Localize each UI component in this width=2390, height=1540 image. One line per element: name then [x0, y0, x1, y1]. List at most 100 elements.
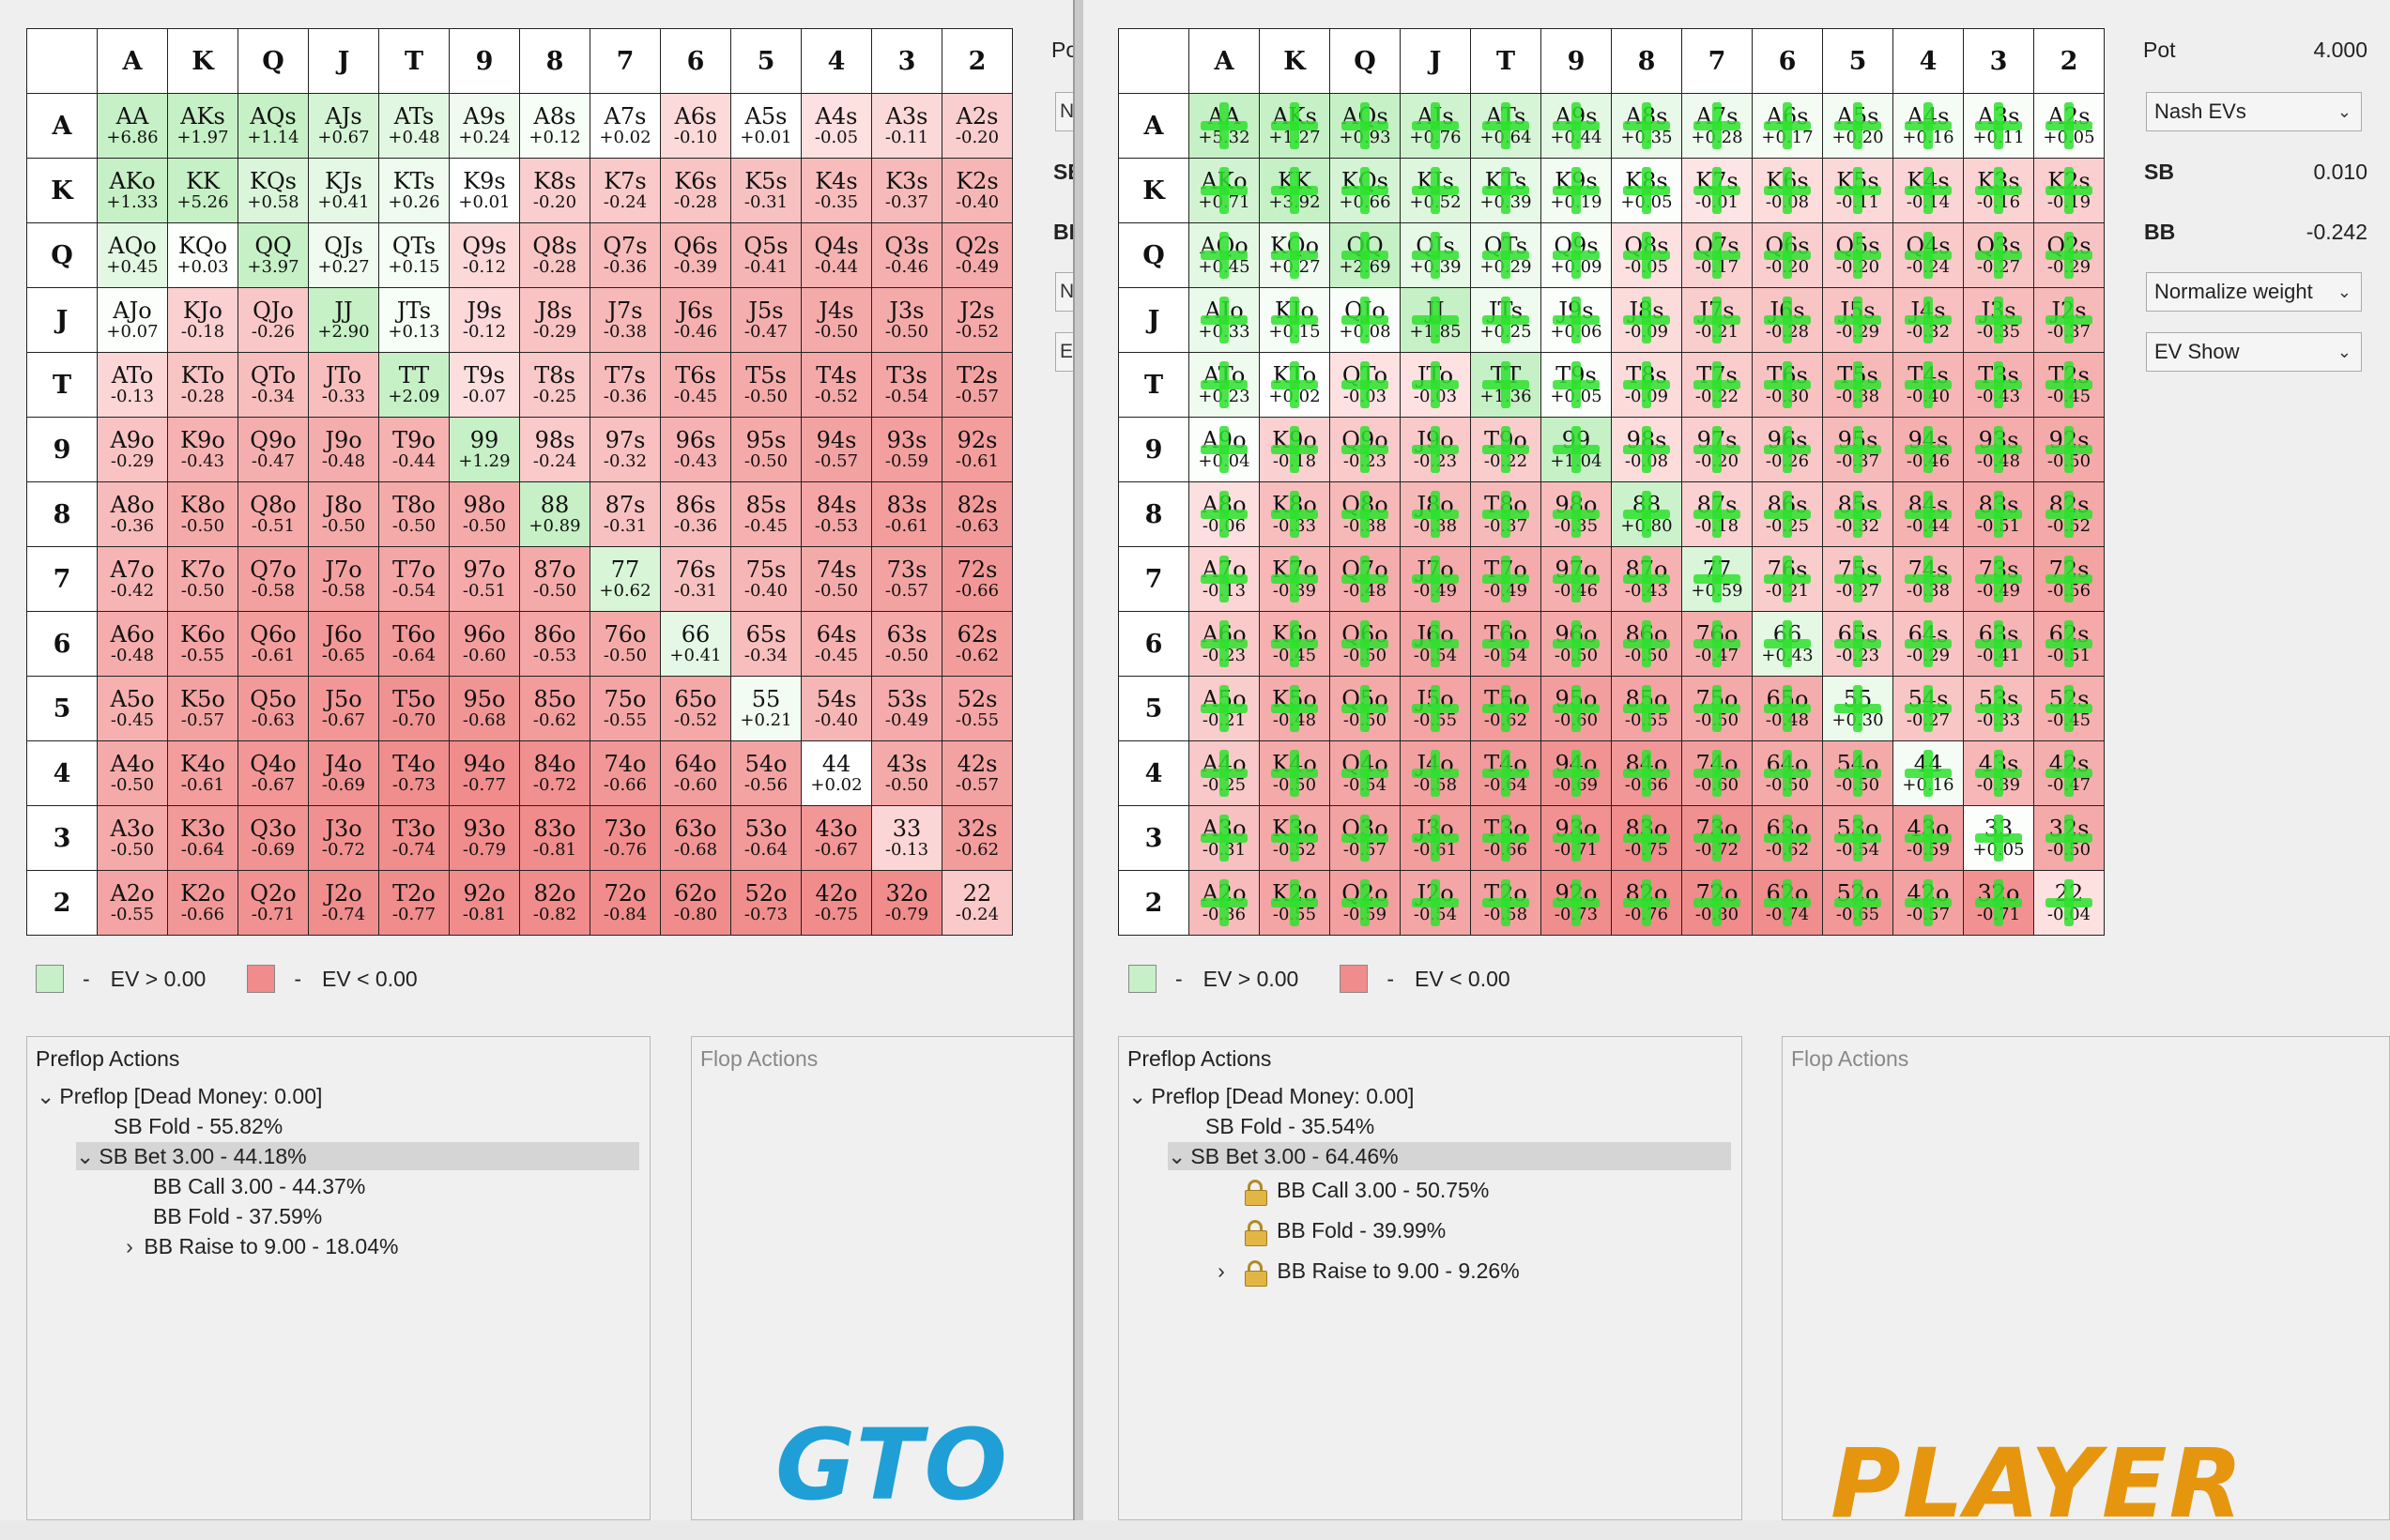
hand-cell-K2o[interactable]: K2o -0.66: [167, 870, 238, 936]
hand-cell-T2s[interactable]: T2s -0.57: [942, 352, 1013, 418]
hand-cell-K2s[interactable]: K2s -0.19: [2033, 158, 2105, 223]
hand-cell-K5s[interactable]: K5s -0.11: [1822, 158, 1893, 223]
hand-cell-J2s[interactable]: J2s -0.37: [2033, 287, 2105, 353]
chevron-down-icon[interactable]: ⌄: [1128, 1084, 1147, 1108]
hand-cell-QTo[interactable]: QTo -0.03: [1329, 352, 1401, 418]
hand-cell-83s[interactable]: 83s -0.51: [1963, 481, 2034, 547]
tree-bb-fold[interactable]: BB Fold - 39.99%: [1245, 1216, 1446, 1246]
hand-cell-KQs[interactable]: KQs +0.66: [1329, 158, 1401, 223]
hand-cell-43o[interactable]: 43o -0.67: [801, 805, 872, 871]
hand-cell-K7o[interactable]: K7o -0.50: [167, 546, 238, 612]
hand-cell-T5o[interactable]: T5o -0.70: [378, 676, 450, 741]
hand-cell-66[interactable]: 66 +0.41: [660, 611, 731, 677]
hand-cell-62o[interactable]: 62o -0.80: [660, 870, 731, 936]
hand-cell-A6s[interactable]: A6s +0.17: [1752, 93, 1823, 159]
hand-cell-A4o[interactable]: A4o -0.50: [97, 740, 168, 806]
hand-cell-75o[interactable]: 75o -0.55: [590, 676, 661, 741]
hand-cell-Q9s[interactable]: Q9s +0.09: [1540, 222, 1612, 288]
hand-cell-A3s[interactable]: A3s -0.11: [871, 93, 942, 159]
hand-cell-AJo[interactable]: AJo +0.33: [1188, 287, 1260, 353]
hand-cell-63o[interactable]: 63o -0.68: [660, 805, 731, 871]
hand-cell-K5s[interactable]: K5s -0.31: [730, 158, 802, 223]
hand-cell-55[interactable]: 55 +0.30: [1822, 676, 1893, 741]
hand-cell-65s[interactable]: 65s -0.23: [1822, 611, 1893, 677]
hand-cell-J6s[interactable]: J6s -0.46: [660, 287, 731, 353]
hand-cell-44[interactable]: 44 +0.02: [801, 740, 872, 806]
hand-cell-A7s[interactable]: A7s +0.28: [1681, 93, 1753, 159]
hand-cell-J8s[interactable]: J8s -0.09: [1611, 287, 1682, 353]
hand-cell-Q8o[interactable]: Q8o -0.38: [1329, 481, 1401, 547]
hand-cell-75s[interactable]: 75s -0.27: [1822, 546, 1893, 612]
hand-cell-97s[interactable]: 97s -0.32: [590, 417, 661, 482]
hand-cell-J4o[interactable]: J4o -0.58: [1400, 740, 1471, 806]
hand-cell-A9s[interactable]: A9s +0.44: [1540, 93, 1612, 159]
hand-cell-T6o[interactable]: T6o -0.64: [378, 611, 450, 677]
hand-cell-KJo[interactable]: KJo +0.15: [1259, 287, 1330, 353]
hand-cell-85s[interactable]: 85s -0.32: [1822, 481, 1893, 547]
hand-cell-J3s[interactable]: J3s -0.35: [1963, 287, 2034, 353]
hand-cell-A7o[interactable]: A7o -0.42: [97, 546, 168, 612]
tree-bb-raise[interactable]: › BB Raise to 9.00 - 9.26%: [1213, 1257, 1520, 1287]
hand-cell-KQo[interactable]: KQo +0.03: [167, 222, 238, 288]
hand-cell-J4s[interactable]: J4s -0.50: [801, 287, 872, 353]
hand-cell-44[interactable]: 44 +0.16: [1892, 740, 1964, 806]
hand-cell-64o[interactable]: 64o -0.50: [1752, 740, 1823, 806]
hand-cell-J2s[interactable]: J2s -0.52: [942, 287, 1013, 353]
hand-cell-J3o[interactable]: J3o -0.72: [308, 805, 379, 871]
chevron-right-icon[interactable]: ›: [126, 1234, 133, 1258]
hand-cell-AQo[interactable]: AQo +0.45: [1188, 222, 1260, 288]
hand-cell-T3s[interactable]: T3s -0.43: [1963, 352, 2034, 418]
hand-cell-T6o[interactable]: T6o -0.54: [1470, 611, 1541, 677]
hand-cell-K6s[interactable]: K6s -0.28: [660, 158, 731, 223]
hand-cell-K6s[interactable]: K6s -0.08: [1752, 158, 1823, 223]
hand-cell-92s[interactable]: 92s -0.50: [2033, 417, 2105, 482]
hand-cell-T8o[interactable]: T8o -0.50: [378, 481, 450, 547]
hand-cell-87s[interactable]: 87s -0.31: [590, 481, 661, 547]
hand-cell-JTs[interactable]: JTs +0.13: [378, 287, 450, 353]
lock-icon[interactable]: [1245, 1219, 1267, 1246]
hand-cell-92o[interactable]: 92o -0.81: [449, 870, 520, 936]
hand-cell-85o[interactable]: 85o -0.62: [519, 676, 590, 741]
hand-cell-86s[interactable]: 86s -0.25: [1752, 481, 1823, 547]
hand-cell-52o[interactable]: 52o -0.73: [730, 870, 802, 936]
hand-cell-42o[interactable]: 42o -0.57: [1892, 870, 1964, 936]
hand-cell-T4s[interactable]: T4s -0.52: [801, 352, 872, 418]
hand-cell-T8o[interactable]: T8o -0.37: [1470, 481, 1541, 547]
hand-cell-Q8s[interactable]: Q8s -0.28: [519, 222, 590, 288]
hand-cell-84o[interactable]: 84o -0.72: [519, 740, 590, 806]
hand-cell-84o[interactable]: 84o -0.66: [1611, 740, 1682, 806]
hand-cell-T6s[interactable]: T6s -0.30: [1752, 352, 1823, 418]
hand-cell-T7s[interactable]: T7s -0.22: [1681, 352, 1753, 418]
hand-cell-QTs[interactable]: QTs +0.29: [1470, 222, 1541, 288]
hand-cell-93s[interactable]: 93s -0.48: [1963, 417, 2034, 482]
hand-cell-J6s[interactable]: J6s -0.28: [1752, 287, 1823, 353]
hand-cell-86o[interactable]: 86o -0.53: [519, 611, 590, 677]
hand-cell-63o[interactable]: 63o -0.62: [1752, 805, 1823, 871]
hand-cell-ATs[interactable]: ATs +0.64: [1470, 93, 1541, 159]
hand-cell-J9o[interactable]: J9o -0.23: [1400, 417, 1471, 482]
hand-cell-85o[interactable]: 85o -0.55: [1611, 676, 1682, 741]
hand-cell-J7o[interactable]: J7o -0.49: [1400, 546, 1471, 612]
hand-cell-T9o[interactable]: T9o -0.22: [1470, 417, 1541, 482]
hand-cell-97o[interactable]: 97o -0.46: [1540, 546, 1612, 612]
hand-cell-32o[interactable]: 32o -0.79: [871, 870, 942, 936]
hand-cell-K7s[interactable]: K7s -0.24: [590, 158, 661, 223]
hand-cell-Q6s[interactable]: Q6s -0.20: [1752, 222, 1823, 288]
hand-cell-32s[interactable]: 32s -0.50: [2033, 805, 2105, 871]
hand-cell-Q3o[interactable]: Q3o -0.57: [1329, 805, 1401, 871]
hand-cell-87o[interactable]: 87o -0.43: [1611, 546, 1682, 612]
hand-cell-J5o[interactable]: J5o -0.67: [308, 676, 379, 741]
hand-cell-K3s[interactable]: K3s -0.16: [1963, 158, 2034, 223]
hand-cell-A7o[interactable]: A7o -0.13: [1188, 546, 1260, 612]
hand-cell-T8s[interactable]: T8s -0.25: [519, 352, 590, 418]
hand-cell-A5o[interactable]: A5o -0.21: [1188, 676, 1260, 741]
hand-cell-T7s[interactable]: T7s -0.36: [590, 352, 661, 418]
hand-cell-76o[interactable]: 76o -0.50: [590, 611, 661, 677]
hand-cell-J9o[interactable]: J9o -0.48: [308, 417, 379, 482]
hand-cell-43o[interactable]: 43o -0.59: [1892, 805, 1964, 871]
hand-cell-53o[interactable]: 53o -0.64: [730, 805, 802, 871]
hand-cell-T8s[interactable]: T8s -0.09: [1611, 352, 1682, 418]
hand-cell-A9s[interactable]: A9s +0.24: [449, 93, 520, 159]
hand-cell-JTo[interactable]: JTo -0.33: [308, 352, 379, 418]
hand-cell-63s[interactable]: 63s -0.50: [871, 611, 942, 677]
